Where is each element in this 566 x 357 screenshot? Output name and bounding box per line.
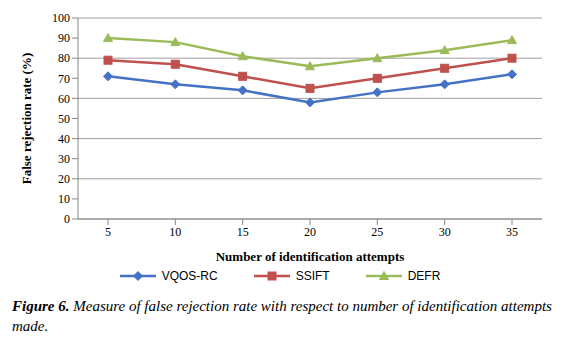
- svg-text:90: 90: [58, 31, 70, 45]
- html-text:DEFR: DEFR: [407, 269, 441, 283]
- svg-text:10: 10: [169, 225, 181, 239]
- svg-text:10: 10: [58, 192, 70, 206]
- svg-text:80: 80: [58, 51, 70, 65]
- svg-text:20: 20: [304, 225, 316, 239]
- svg-text:5: 5: [105, 225, 111, 239]
- svg-text:100: 100: [52, 11, 70, 25]
- svg-text:20: 20: [58, 172, 70, 186]
- svg-text:35: 35: [506, 225, 518, 239]
- svg-text:30: 30: [439, 225, 451, 239]
- svg-text:0: 0: [64, 212, 70, 226]
- html-text:SSIFT: SSIFT: [295, 269, 330, 283]
- svg-text:60: 60: [58, 92, 70, 106]
- html-text:Figure 6. Measure of false rej: Figure 6. Measure of false rejection rat…: [12, 298, 552, 334]
- svg-text:50: 50: [58, 112, 70, 126]
- html-text:VQOS-RC: VQOS-RC: [161, 269, 218, 283]
- svg-text:70: 70: [58, 72, 70, 86]
- svg-text:30: 30: [58, 152, 70, 166]
- svg-text:15: 15: [237, 225, 249, 239]
- svg-text:40: 40: [58, 132, 70, 146]
- svg-text:False rejection rate (%): False rejection rate (%): [19, 53, 34, 185]
- svg-text:Number of identification attem: Number of identification attempts: [216, 249, 405, 264]
- svg-text:25: 25: [371, 225, 383, 239]
